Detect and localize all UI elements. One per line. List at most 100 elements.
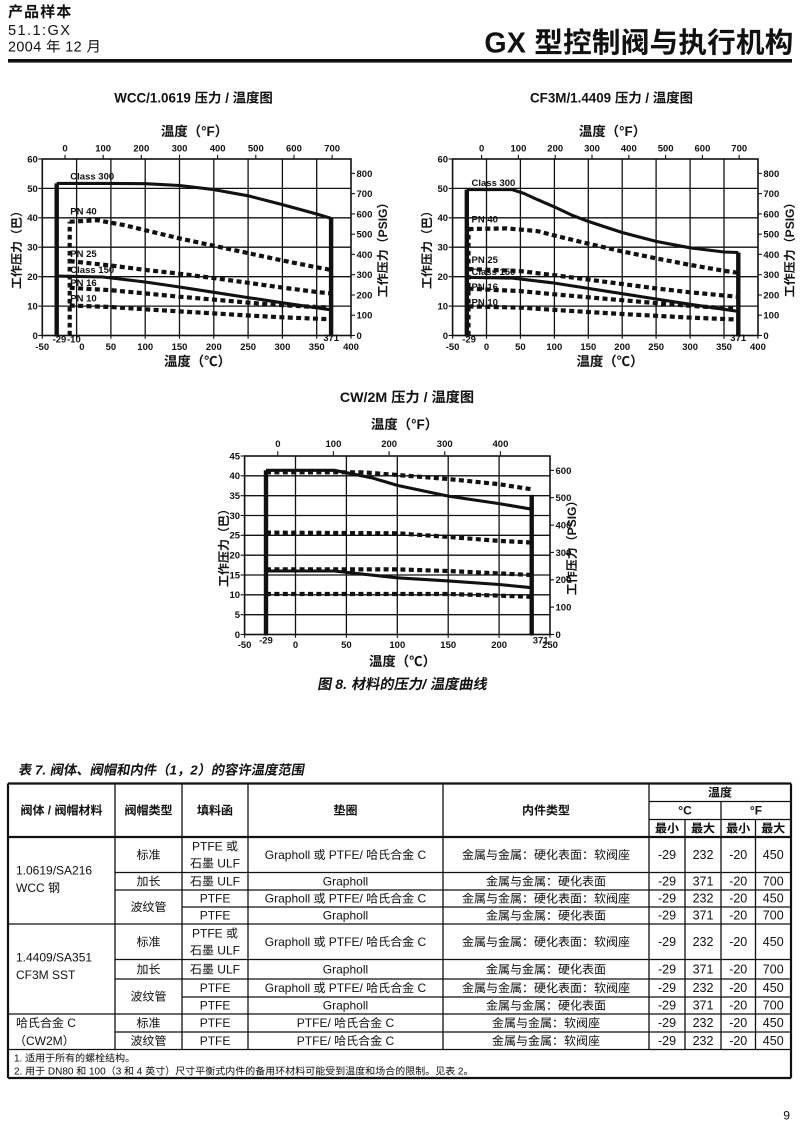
svg-text:ULF: ULF <box>217 963 240 977</box>
svg-text:7.: 7. <box>35 763 46 778</box>
svg-text:200: 200 <box>547 144 563 155</box>
svg-text:500: 500 <box>763 230 779 241</box>
svg-text:PN 10: PN 10 <box>472 297 498 308</box>
svg-text:700: 700 <box>763 909 784 923</box>
svg-text:C: C <box>67 1016 76 1030</box>
svg-text:450: 450 <box>763 981 784 995</box>
svg-text:PN 40: PN 40 <box>70 207 96 218</box>
svg-text:C: C <box>418 935 427 949</box>
svg-text:450: 450 <box>763 848 784 862</box>
svg-text:700: 700 <box>357 189 373 200</box>
svg-text:700: 700 <box>763 189 779 200</box>
svg-text:40: 40 <box>438 213 449 224</box>
svg-text:Grapholl: Grapholl <box>323 909 368 923</box>
svg-text:C: C <box>418 981 427 995</box>
svg-text:-20: -20 <box>729 999 747 1013</box>
svg-text:8.: 8. <box>335 677 347 693</box>
svg-text:2.: 2. <box>14 1067 22 1078</box>
svg-text:Class 150: Class 150 <box>472 267 516 278</box>
svg-text:60: 60 <box>27 154 38 165</box>
svg-text:20: 20 <box>438 272 449 283</box>
svg-text:/: / <box>421 677 428 693</box>
svg-text:600: 600 <box>286 144 302 155</box>
svg-text:ULF: ULF <box>217 857 240 871</box>
svg-text:371: 371 <box>533 636 550 647</box>
svg-text:400: 400 <box>210 144 226 155</box>
svg-text:PTFE: PTFE <box>200 999 231 1013</box>
svg-text:CW2M: CW2M <box>26 1034 63 1048</box>
svg-text:371: 371 <box>693 999 714 1013</box>
svg-text:232: 232 <box>693 1034 714 1048</box>
svg-text:232: 232 <box>693 848 714 862</box>
svg-text:100: 100 <box>95 144 111 155</box>
svg-text:-20: -20 <box>729 981 747 995</box>
svg-text:100: 100 <box>357 311 373 322</box>
svg-text:C: C <box>386 1016 395 1030</box>
svg-text:300: 300 <box>437 439 453 450</box>
svg-text:/: / <box>424 390 428 406</box>
svg-text:45: 45 <box>230 451 241 462</box>
svg-text:PTFE/: PTFE/ <box>329 892 364 906</box>
svg-text:232: 232 <box>693 935 714 949</box>
svg-text:Grapholl: Grapholl <box>265 981 310 995</box>
svg-text:Grapholl: Grapholl <box>265 892 310 906</box>
svg-text:150: 150 <box>172 342 188 353</box>
svg-text:10: 10 <box>27 302 38 313</box>
svg-text:Grapholl: Grapholl <box>323 963 368 977</box>
svg-text:250: 250 <box>542 640 558 651</box>
svg-text:C: C <box>386 1034 395 1048</box>
svg-text:250: 250 <box>240 342 256 353</box>
svg-text:300: 300 <box>172 144 188 155</box>
svg-text:PN 16: PN 16 <box>472 282 498 293</box>
svg-text:-29: -29 <box>658 1034 676 1048</box>
svg-text:0: 0 <box>275 439 280 450</box>
svg-text:200: 200 <box>357 290 373 301</box>
svg-text:450: 450 <box>763 892 784 906</box>
svg-text:CF3M SST: CF3M SST <box>16 968 76 982</box>
svg-text:-20: -20 <box>729 875 747 889</box>
svg-text:5: 5 <box>235 610 241 621</box>
svg-text:600: 600 <box>556 466 572 477</box>
svg-text:-50: -50 <box>446 342 460 353</box>
svg-text:200: 200 <box>763 290 779 301</box>
svg-text:250: 250 <box>648 342 664 353</box>
svg-text:-20: -20 <box>729 1034 747 1048</box>
svg-text:232: 232 <box>693 892 714 906</box>
svg-text:800: 800 <box>763 169 779 180</box>
svg-text:-20: -20 <box>729 909 747 923</box>
svg-text:PTFE/: PTFE/ <box>329 935 364 949</box>
svg-text:400: 400 <box>357 250 373 261</box>
svg-text:PTFE: PTFE <box>200 981 231 995</box>
svg-text:PSIG: PSIG <box>783 209 797 238</box>
svg-text:30: 30 <box>438 243 449 254</box>
svg-text:0: 0 <box>357 331 362 342</box>
svg-text:30: 30 <box>230 511 241 522</box>
svg-text:-20: -20 <box>729 1016 747 1030</box>
svg-text:50: 50 <box>438 184 449 195</box>
svg-text:PTFE: PTFE <box>192 927 223 941</box>
svg-text:Class 300: Class 300 <box>70 172 114 183</box>
svg-text:PTFE/: PTFE/ <box>297 1016 332 1030</box>
svg-text:350: 350 <box>716 342 732 353</box>
svg-text:PTFE/: PTFE/ <box>297 1034 332 1048</box>
svg-text:25: 25 <box>230 531 241 542</box>
svg-text:-20: -20 <box>729 848 747 862</box>
svg-text:20: 20 <box>230 551 241 562</box>
svg-text:PTFE: PTFE <box>192 840 223 854</box>
svg-text:232: 232 <box>693 1016 714 1030</box>
svg-text:-29: -29 <box>658 848 676 862</box>
svg-text:Grapholl: Grapholl <box>265 935 310 949</box>
svg-text:PTFE/: PTFE/ <box>329 848 364 862</box>
svg-text:50: 50 <box>515 342 526 353</box>
svg-text:100: 100 <box>137 342 153 353</box>
svg-text:371: 371 <box>323 333 340 344</box>
svg-text:300: 300 <box>763 270 779 281</box>
svg-text:Class 150: Class 150 <box>70 265 114 276</box>
svg-text:C: C <box>418 892 427 906</box>
svg-text:100: 100 <box>389 640 405 651</box>
svg-text:0: 0 <box>443 331 448 342</box>
svg-text:0: 0 <box>479 144 484 155</box>
svg-text:100: 100 <box>546 342 562 353</box>
svg-text:150: 150 <box>580 342 596 353</box>
svg-text:200: 200 <box>556 575 572 586</box>
